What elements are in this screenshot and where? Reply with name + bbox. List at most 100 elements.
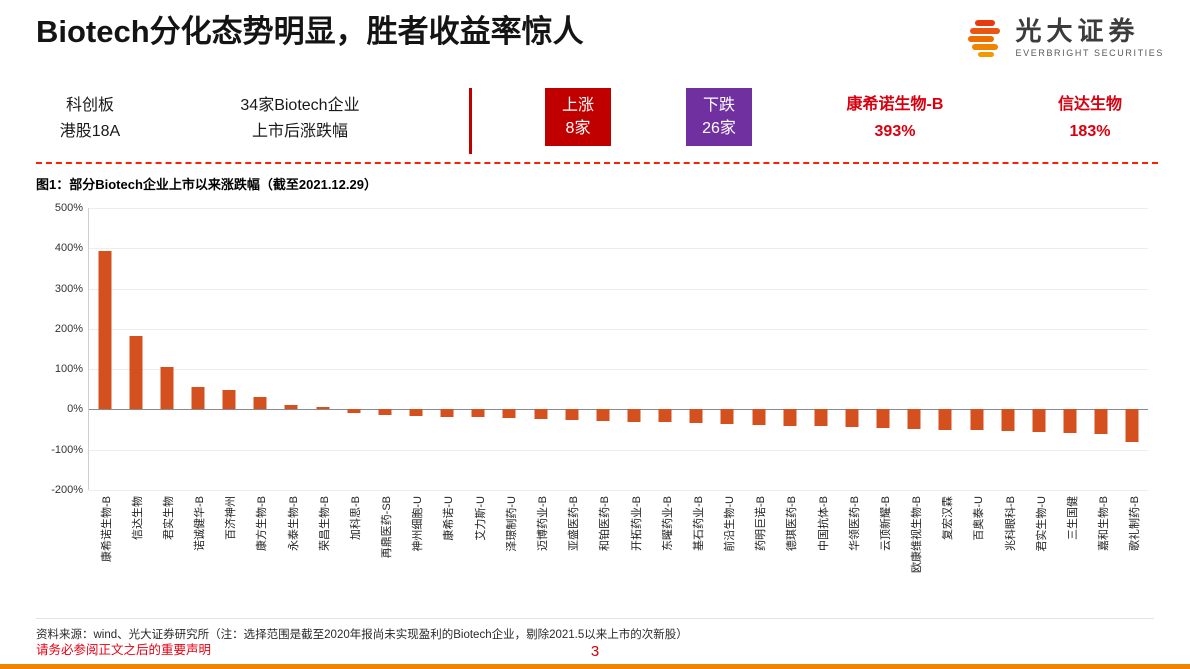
bar-信达生物 [129,335,143,410]
x-tick: 康希诺-U [431,493,462,609]
bar-艾力斯-U [471,409,485,418]
bar-泽璟制药-U [502,409,516,419]
figure-caption: 图1：部分Biotech企业上市以来涨跌幅（截至2021.12.29） [36,177,377,192]
bar-column [463,208,494,490]
x-tick-label: 荣昌生物-B [318,496,331,551]
bar-column [805,208,836,490]
x-tick: 百奥泰-U [961,493,992,609]
x-tick-label: 云顶新耀-B [879,496,892,551]
down-badge-count: 26家 [702,120,736,137]
x-tick-label: 康希诺生物-B [100,496,113,562]
footer-orange-bar [0,664,1190,669]
everbright-flame-icon [967,20,1000,57]
x-tick-label: 兆科眼科-B [1004,496,1017,551]
bars-layer [89,208,1148,490]
bar-column [681,208,712,490]
bar-column [182,208,213,490]
bar-迈博药业-B [534,409,548,420]
bar-column [338,208,369,490]
source-note: 资料来源：wind、光大证券研究所（注：选择范围是截至2020年报尚未实现盈利的… [36,618,1154,642]
gridline [89,328,1148,330]
board-line2: 港股18A [59,123,121,141]
brand-logo: 光大证券 EVERBRIGHT SECURITIES [963,16,1164,60]
x-tick: 再鼎医药-SB [369,493,400,609]
plot-area: 500% 400% 300% 200% 100% 0% -100% -200% [51,202,1148,496]
x-tick-label: 欧康维视生物-B [911,496,924,573]
bar-column [432,208,463,490]
bar-神州细胞-U [409,409,423,416]
x-tick-label: 艾力斯-U [474,496,487,541]
gridline [89,288,1148,290]
page-number: 3 [590,643,600,660]
x-tick: 前沿生物-U [711,493,742,609]
footer-disclaimer: 请务必参阅正文之后的重要声明 [36,643,212,657]
top-gainer-1-value: 393% [874,123,916,141]
scope-line1: 34家Biotech企业 [240,97,360,114]
dashed-separator [36,162,1158,164]
x-tick: 迈博药业-B [524,493,555,609]
bar-华领医药-B [845,409,859,428]
x-tick-label: 东曜药业-B [661,496,674,551]
x-tick: 东曜药业-B [649,493,680,609]
bar-column [712,208,743,490]
down-badge-label: 下跌 [702,96,735,114]
bar-column [276,208,307,490]
bar-column [618,208,649,490]
bar-column [868,208,899,490]
bar-column [1054,208,1085,490]
scope-line2: 上市后涨跌幅 [251,123,348,141]
x-tick-label: 百奥泰-U [973,496,986,541]
bar-再鼎医药-SB [378,409,392,415]
x-tick: 药明巨诺-B [743,493,774,609]
bar-column [587,208,618,490]
bar-column [120,208,151,490]
bar-column [214,208,245,490]
bar-君实生物 [160,367,174,410]
bar-康方生物-B [253,397,267,410]
x-tick: 康方生物-B [244,493,275,609]
x-tick: 嘉和生物-B [1086,493,1117,609]
x-tick-label: 信达生物 [131,496,144,540]
x-tick-label: 君实生物-U [1035,496,1048,552]
x-tick: 君实生物-U [1023,493,1054,609]
x-tick: 荣昌生物-B [306,493,337,609]
bar-column [494,208,525,490]
bar-中国抗体-B [814,409,828,427]
x-tick-label: 嘉和生物-B [1098,496,1111,551]
bar-column [245,208,276,490]
bar-前沿生物-U [720,409,734,424]
x-tick: 君实生物 [150,493,181,609]
x-tick: 中国抗体-B [805,493,836,609]
x-tick-label: 神州细胞-U [412,496,425,552]
bar-column [836,208,867,490]
bar-column [899,208,930,490]
y-tick-label: 100% [54,363,83,376]
x-tick-label: 开拓药业-B [630,496,643,551]
x-tick: 康希诺生物-B [88,493,119,609]
x-tick-label: 三生国健 [1066,496,1079,540]
x-tick-label: 德琪医药-B [786,496,799,551]
bar-云顶新耀-B [876,409,890,428]
bar-君实生物-U [1032,409,1046,432]
x-tick-label: 君实生物 [162,496,175,540]
up-badge-count: 8家 [565,120,591,137]
x-tick: 永泰生物-B [275,493,306,609]
x-tick-label: 诺诚健华-B [194,496,207,551]
bar-加科思-B [347,409,361,413]
x-tick: 基石药业-B [680,493,711,609]
y-tick-label: 400% [54,242,83,255]
bar-百济神州 [222,390,236,410]
x-tick-label: 中国抗体-B [817,496,830,551]
x-tick: 亚盛医药-B [556,493,587,609]
bar-百奥泰-U [970,409,983,431]
down-count-badge: 下跌 26家 [686,88,752,146]
x-tick: 三生国健 [1054,493,1085,609]
bar-荣昌生物-B [316,407,330,410]
gridline [89,449,1148,451]
top-gainer-1: 康希诺生物-B 393% [815,91,975,145]
x-tick: 百济神州 [213,493,244,609]
bar-基石药业-B [689,409,703,424]
x-tick: 加科思-B [337,493,368,609]
board-line1: 科创板 [65,97,114,114]
bar-column [992,208,1023,490]
